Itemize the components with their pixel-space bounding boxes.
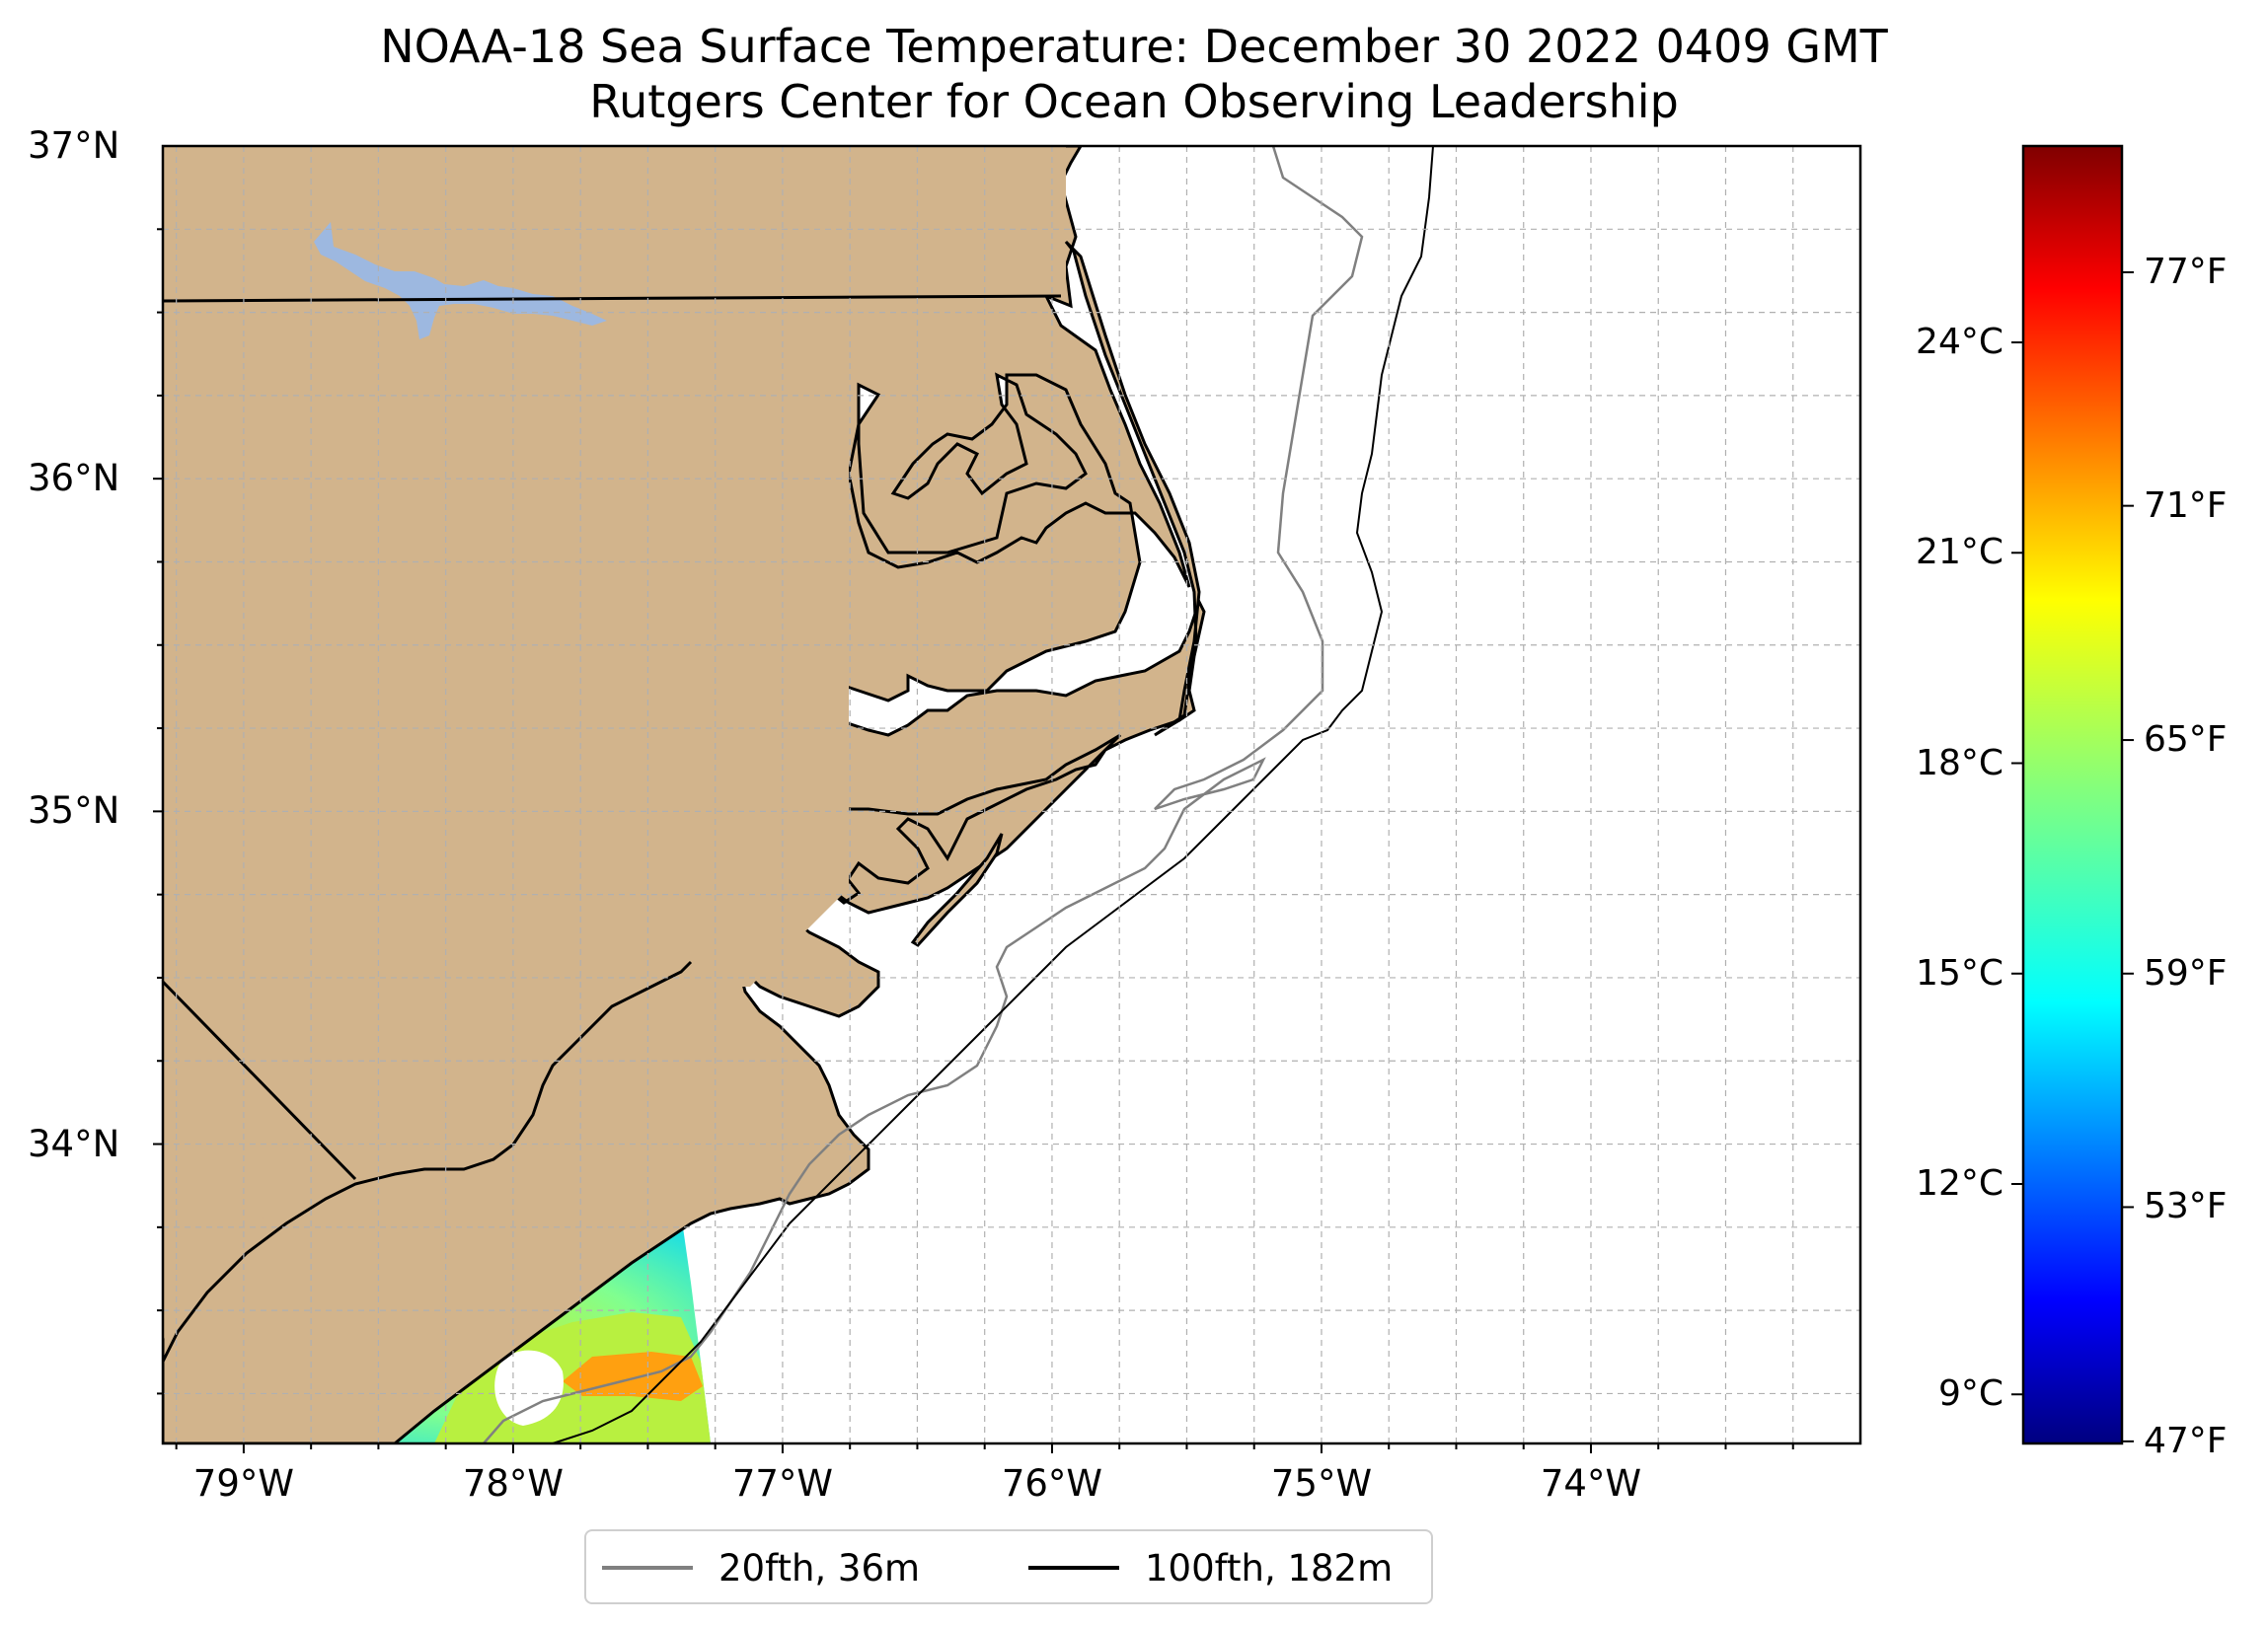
- lake-gaston: [314, 222, 607, 339]
- legend-label-100fth: 100fth, 182m: [1145, 1546, 1394, 1589]
- colorbar-fahrenheit-label: 53°F: [2144, 1186, 2228, 1227]
- map-subtitle: Rutgers Center for Ocean Observing Leade…: [589, 75, 1679, 128]
- lat-tick-label: 37°N: [28, 124, 120, 167]
- colorbar-fahrenheit-label: 59°F: [2144, 952, 2228, 994]
- isobath-100fth: [552, 146, 1434, 1443]
- colorbar-celsius-label: 9°C: [1937, 1373, 2003, 1415]
- lat-tick-label: 34°N: [28, 1122, 120, 1165]
- map-frame: [161, 144, 1862, 1445]
- colorbar-celsius-label: 12°C: [1916, 1163, 2003, 1204]
- lon-tick-label: 74°W: [1540, 1462, 1642, 1505]
- colorbar-celsius-label: 21°C: [1916, 532, 2003, 573]
- legend-swatch-100fth: [1028, 1566, 1119, 1570]
- lat-tick-label: 36°N: [28, 457, 120, 500]
- colorbar-celsius-label: 18°C: [1916, 742, 2003, 783]
- outer-banks: [1064, 240, 1201, 737]
- lon-tick-label: 79°W: [192, 1462, 294, 1505]
- colorbar: [2021, 144, 2124, 1445]
- legend-label-20fth: 20fth, 36m: [718, 1546, 921, 1589]
- nc-va-border: [163, 294, 1062, 303]
- nc-sc-border: [163, 980, 357, 1181]
- lon-tick-label: 78°W: [462, 1462, 564, 1505]
- lon-tick-label: 76°W: [1001, 1462, 1103, 1505]
- lat-tick-label: 35°N: [28, 789, 120, 833]
- colorbar-ticks: [2011, 270, 2134, 1442]
- isobath-20fth: [483, 146, 1364, 1443]
- legend-swatch-20fth: [602, 1566, 693, 1570]
- legend: 20fth, 36m 100fth, 182m: [584, 1529, 1433, 1604]
- colorbar-celsius-label: 15°C: [1916, 952, 2003, 994]
- colorbar-fahrenheit-label: 77°F: [2144, 251, 2228, 292]
- cape-lookout-island: [910, 833, 1004, 947]
- legend-item-100fth: 100fth, 182m: [1028, 1545, 1393, 1590]
- map-ticks: [153, 228, 1794, 1453]
- gridlines: [163, 146, 1860, 1443]
- colorbar-celsius-label: 24°C: [1916, 322, 2003, 363]
- colorbar-fahrenheit-label: 65°F: [2144, 719, 2228, 761]
- colorbar-fahrenheit-label: 71°F: [2144, 484, 2228, 526]
- lon-tick-label: 77°W: [731, 1462, 833, 1505]
- map-title: NOAA-18 Sea Surface Temperature: Decembe…: [380, 20, 1888, 73]
- lon-tick-label: 75°W: [1270, 1462, 1373, 1505]
- coastline: [163, 960, 693, 1363]
- legend-item-20fth: 20fth, 36m: [602, 1545, 920, 1590]
- land-interior: [163, 146, 1066, 1342]
- colorbar-fahrenheit-label: 47°F: [2144, 1420, 2228, 1461]
